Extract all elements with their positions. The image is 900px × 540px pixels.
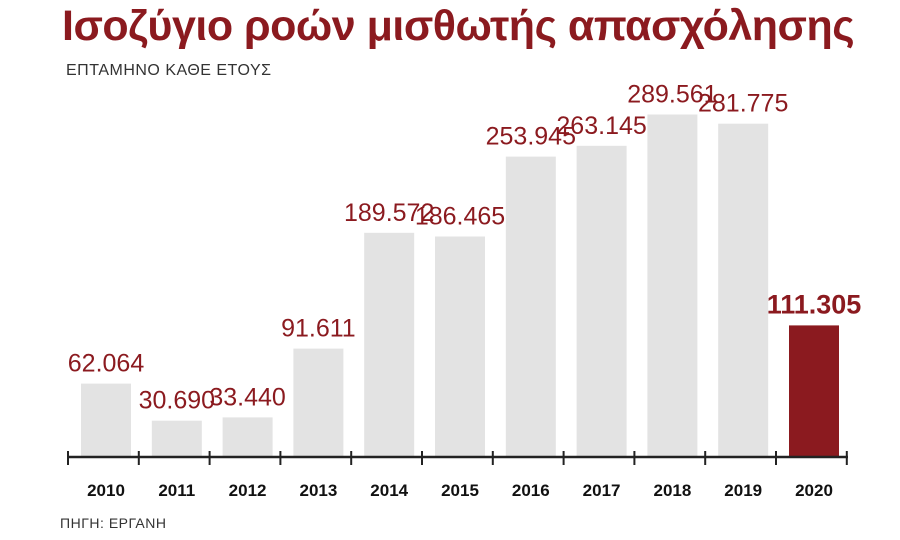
x-tick-label-2019: 2019 xyxy=(724,481,762,500)
x-tick-label-2011: 2011 xyxy=(158,481,195,500)
bar-2013 xyxy=(293,348,344,457)
bar-2012 xyxy=(222,417,273,457)
chart-title: Ισοζύγιο ροών μισθωτής απασχόλησης xyxy=(62,2,855,50)
value-label-2017: 263.145 xyxy=(556,112,646,140)
x-tick-label-2018: 2018 xyxy=(653,481,691,500)
x-tick-label-2015: 2015 xyxy=(441,481,479,500)
bar-2010 xyxy=(81,383,131,457)
bar-2019 xyxy=(718,123,769,457)
bar-2014 xyxy=(364,232,415,457)
bar-2020 xyxy=(789,325,839,457)
chart-subtitle: ΕΠΤΑΜΗΝΟ ΚΑΘΕ ΕΤΟΥΣ xyxy=(66,62,272,79)
bar-2011 xyxy=(151,420,202,457)
value-label-2019: 281.775 xyxy=(698,90,788,118)
x-tick-label-2014: 2014 xyxy=(370,481,408,500)
value-label-2015: 186.465 xyxy=(415,203,505,231)
x-tick-label-2012: 2012 xyxy=(229,481,267,500)
bar-2015 xyxy=(435,236,485,457)
value-label-2013: 91.611 xyxy=(281,315,356,343)
x-tick-label-2016: 2016 xyxy=(512,481,550,500)
bar-2016 xyxy=(505,156,556,457)
bar-2018 xyxy=(647,114,698,457)
value-label-2012: 33.440 xyxy=(209,383,285,411)
value-label-2018: 289.561 xyxy=(627,81,717,109)
x-tick-label-2013: 2013 xyxy=(299,481,337,500)
value-label-2014: 189.572 xyxy=(344,199,434,227)
x-tick-label-2020: 2020 xyxy=(795,481,833,500)
source-note: ΠΗΓΗ: ΕΡΓΑΝΗ xyxy=(60,515,167,531)
value-label-2011: 30.690 xyxy=(139,387,215,415)
bar-2017 xyxy=(576,145,627,458)
x-tick-label-2017: 2017 xyxy=(583,481,621,500)
value-label-2020: 111.305 xyxy=(767,289,862,319)
value-label-2010: 62.064 xyxy=(68,350,145,378)
x-tick-label-2010: 2010 xyxy=(87,481,125,500)
value-label-2016: 253.945 xyxy=(486,123,576,151)
